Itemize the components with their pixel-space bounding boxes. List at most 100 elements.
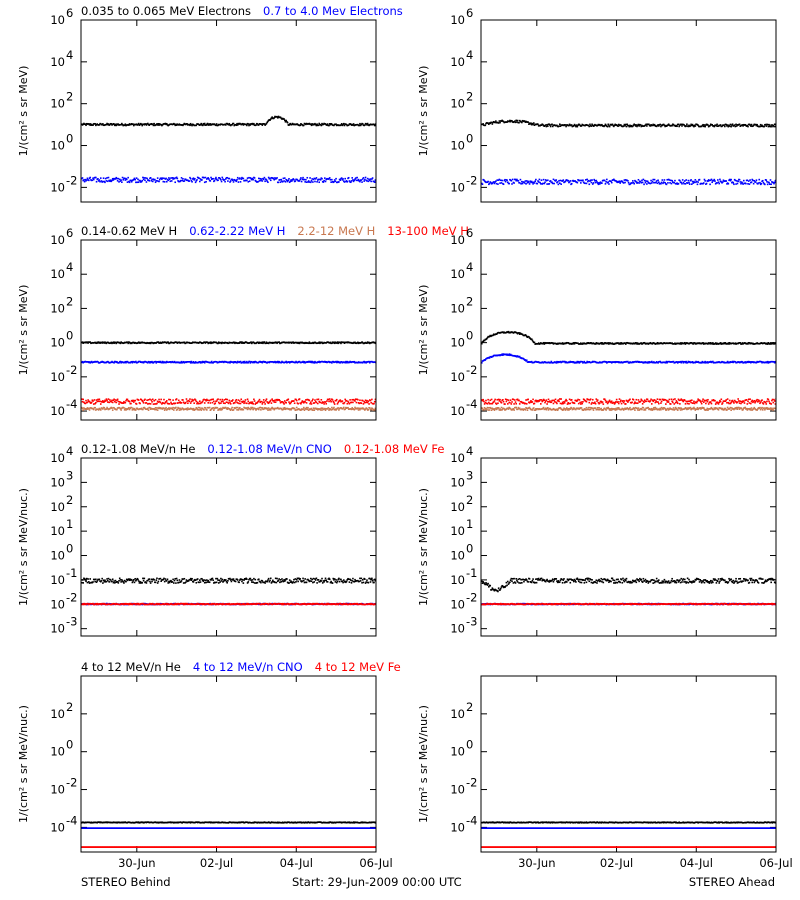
data-point	[266, 401, 269, 403]
data-point	[246, 124, 248, 127]
data-point	[161, 178, 163, 180]
data-point	[368, 341, 370, 344]
data-point	[125, 178, 128, 181]
data-point	[549, 125, 552, 128]
data-point	[257, 180, 259, 183]
data-point	[761, 406, 763, 409]
data-point	[220, 178, 222, 181]
data-point	[173, 177, 176, 180]
data-point	[86, 177, 89, 180]
data-point	[128, 341, 131, 344]
data-point	[499, 408, 501, 410]
data-point	[339, 399, 342, 401]
data-point	[643, 341, 646, 344]
data-point	[172, 399, 174, 401]
data-point	[239, 177, 241, 179]
data-point	[144, 398, 146, 401]
data-point	[368, 360, 370, 363]
data-point	[764, 408, 766, 411]
data-point	[738, 406, 740, 409]
data-point	[328, 398, 331, 400]
data-point	[258, 124, 260, 126]
legend-entry: 0.7 to 4.0 Mev Electrons	[263, 4, 403, 18]
data-point	[629, 398, 631, 401]
data-point	[599, 402, 601, 404]
data-point	[318, 400, 321, 403]
data-point	[702, 123, 704, 126]
data-point	[260, 342, 263, 344]
data-point	[250, 401, 252, 404]
data-point	[542, 123, 544, 126]
data-point	[655, 361, 657, 364]
data-point	[135, 181, 137, 184]
data-point	[724, 342, 727, 344]
data-point	[361, 178, 364, 180]
data-point	[274, 360, 276, 363]
data-point	[545, 408, 548, 411]
data-point	[331, 342, 333, 345]
data-point	[709, 179, 712, 182]
data-point	[156, 402, 158, 405]
data-point	[154, 403, 156, 405]
data-point	[135, 360, 137, 363]
data-point	[657, 362, 659, 364]
data-point	[314, 180, 316, 183]
data-point	[504, 398, 507, 401]
data-point	[633, 402, 636, 405]
data-point	[154, 178, 156, 181]
data-point	[218, 177, 221, 179]
data-point	[364, 408, 367, 410]
data-point	[759, 408, 762, 411]
data-point	[210, 342, 212, 345]
data-point	[303, 360, 306, 363]
data-point	[545, 125, 548, 128]
data-point	[366, 124, 368, 126]
data-point	[529, 180, 532, 183]
data-point	[365, 361, 368, 364]
data-point	[124, 123, 127, 125]
data-point	[310, 179, 313, 182]
data-point	[128, 400, 131, 403]
data-point	[165, 122, 168, 125]
data-point	[82, 409, 85, 411]
data-point	[186, 123, 188, 125]
data-point	[613, 125, 615, 128]
data-point	[650, 182, 653, 184]
data-point	[170, 407, 173, 410]
data-point	[685, 360, 687, 363]
data-point	[314, 123, 317, 126]
data-point	[560, 398, 562, 400]
data-point	[509, 354, 511, 357]
data-point	[504, 403, 506, 405]
data-point	[656, 182, 659, 185]
data-point	[291, 123, 293, 126]
data-point	[303, 178, 306, 181]
data-point	[649, 182, 652, 185]
data-point	[249, 362, 252, 364]
data-point	[261, 407, 264, 409]
data-point	[495, 182, 498, 185]
data-point	[269, 400, 271, 403]
data-point	[559, 407, 562, 409]
data-point	[291, 180, 293, 182]
data-point	[232, 361, 235, 364]
data-point	[232, 179, 234, 182]
data-point	[337, 407, 339, 409]
data-point	[617, 402, 620, 405]
data-point	[524, 359, 527, 361]
data-point	[367, 400, 370, 403]
data-point	[636, 407, 638, 410]
data-point	[532, 407, 535, 409]
data-point	[248, 407, 251, 410]
data-point	[240, 408, 243, 411]
data-point	[220, 342, 223, 345]
data-point	[608, 183, 610, 185]
data-point	[310, 361, 313, 364]
data-point	[525, 403, 528, 405]
data-point	[165, 406, 167, 409]
data-point	[262, 342, 264, 345]
data-point	[236, 122, 238, 125]
data-point	[629, 406, 631, 409]
data-point	[132, 399, 134, 402]
data-point	[663, 124, 666, 127]
